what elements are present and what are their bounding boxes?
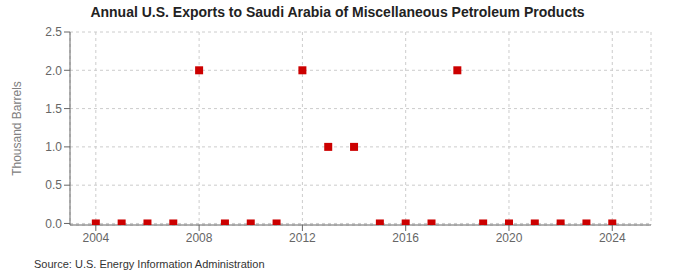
svg-text:1.5: 1.5: [45, 102, 62, 116]
svg-text:2.0: 2.0: [45, 64, 62, 78]
svg-text:1.0: 1.0: [45, 140, 62, 154]
html-text:Annual U.S. Exports to Saudi A: Annual U.S. Exports to Saudi Arabia of M…: [90, 4, 585, 20]
html-text:Source: U.S. Energy Informatio: Source: U.S. Energy Information Administ…: [34, 258, 265, 270]
svg-text:2008: 2008: [186, 231, 213, 245]
svg-text:2012: 2012: [289, 231, 316, 245]
svg-text:2.5: 2.5: [45, 25, 62, 39]
svg-text:0.5: 0.5: [45, 178, 62, 192]
svg-text:0.0: 0.0: [45, 217, 62, 231]
svg-text:Thousand Barrels: Thousand Barrels: [10, 81, 24, 176]
svg-text:2004: 2004: [82, 231, 109, 245]
svg-text:2020: 2020: [496, 231, 523, 245]
svg-text:2024: 2024: [599, 231, 626, 245]
svg-text:2016: 2016: [392, 231, 419, 245]
